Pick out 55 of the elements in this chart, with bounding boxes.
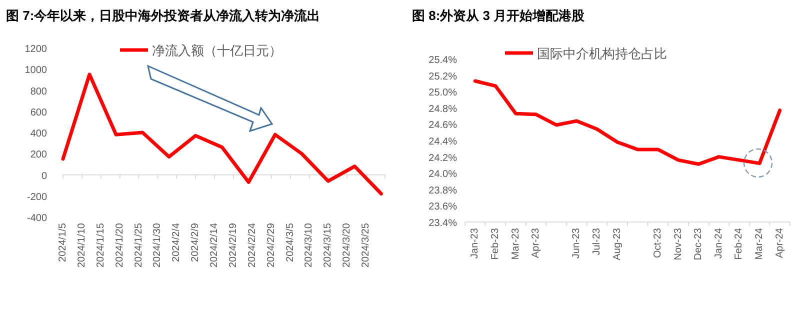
x-tick-label: 2024/1/10 [76,222,88,268]
x-tick-label: 2024/3/5 [284,222,296,262]
y-tick-label: 23.8% [428,185,458,196]
y-tick-label: 24.8% [428,104,458,115]
y-tick-label: -400 [26,213,48,224]
x-tick-label: 2024/3/15 [322,222,334,268]
x-tick-label: 2024/2/29 [266,222,277,268]
y-tick-label: 200 [30,150,48,161]
x-tick-label: Apr-23 [530,228,542,258]
y-tick-label: 24.4% [428,136,458,148]
y-tick-label: 25.4% [428,55,458,66]
x-tick-label: 2024/1/15 [95,222,106,268]
x-tick-label: 2024/3/10 [304,222,315,268]
x-tick-label: 2024/1/25 [133,222,144,268]
y-tick-label: 23.6% [428,202,458,213]
x-tick-label: 2024/2/24 [246,222,258,268]
x-tick-label: 2024/1/5 [58,222,68,262]
y-tick-label: 24.6% [428,120,458,132]
x-tick-label: 2024/2/4 [171,222,182,262]
x-tick-label: 2024/2/19 [228,222,239,268]
y-tick-label: 1000 [24,65,48,76]
x-tick-label: Mar-24 [754,228,766,260]
y-tick-label: 24.0% [428,169,458,180]
x-tick-label: 2024/1/20 [114,222,126,268]
y-tick-label: 25.0% [428,88,458,99]
x-tick-label: Aug-23 [612,228,623,260]
legend-label: 净流入额（十亿日元） [152,43,282,58]
y-tick-label: 24.2% [428,152,458,164]
x-tick-label: Oct-23 [652,228,664,258]
x-tick-label: Apr-24 [774,228,786,258]
x-tick-label: 2024/2/14 [209,222,220,268]
y-tick-label: 25.2% [428,71,458,82]
y-tick-label: 400 [30,128,48,140]
y-tick-label: 1200 [24,44,48,55]
x-tick-label: Jul-23 [592,228,603,256]
x-tick-label: 2024/2/9 [190,222,202,262]
y-tick-label: 23.4% [428,218,458,229]
chart-title: 图 7:今年以来，日股中海外投资者从净流入转为净流出 [6,8,320,23]
x-tick-label: 2024/3/20 [342,222,353,268]
y-tick-label: 600 [30,107,48,118]
x-tick-label: 2024/3/25 [360,222,372,268]
x-tick-label: Jun-23 [571,228,582,259]
x-tick-label: Feb-24 [734,228,745,260]
chart-title: 图 8:外资从 3 月开始增配港股 [412,8,586,23]
x-tick-label: Dec-23 [693,228,704,260]
y-tick-label: 0 [41,170,48,182]
x-tick-label: Feb-23 [490,228,501,260]
x-tick-label: Jan-23 [470,228,481,259]
legend-label: 国际中介机构持仓占比 [537,46,667,61]
x-tick-label: Mar-23 [510,228,522,260]
x-tick-label: 2024/1/30 [152,222,164,268]
x-tick-label: Nov-23 [672,228,684,260]
x-tick-label: Jan-24 [713,228,724,259]
y-tick-label: -200 [26,192,48,203]
y-tick-label: 800 [30,86,48,98]
